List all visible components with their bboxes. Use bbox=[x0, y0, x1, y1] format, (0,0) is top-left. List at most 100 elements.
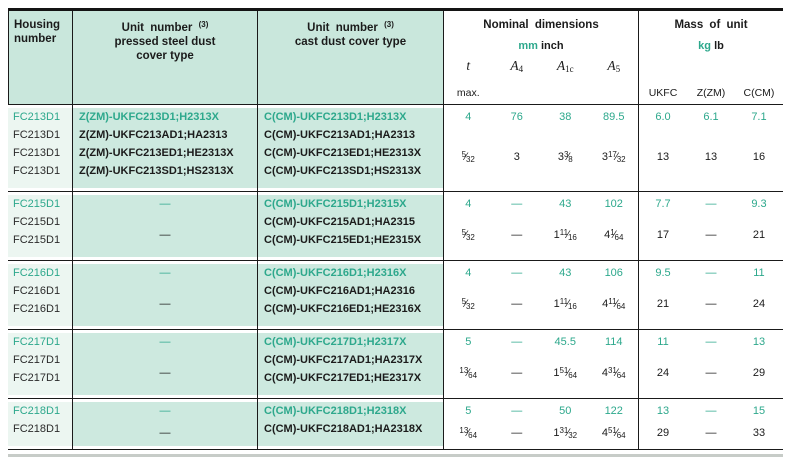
table-body: FC213D1 FC213D1 FC213D1 FC213D1 Z(ZM)-UKFC21… bbox=[8, 105, 783, 450]
pressed-dash: — bbox=[159, 427, 171, 439]
dims-inch-row: 13⁄64 — 131⁄32 451⁄64 bbox=[444, 420, 638, 446]
unit-inch-label: inch bbox=[541, 40, 564, 52]
dim-value-inch: 5⁄32 bbox=[461, 297, 475, 311]
unit-number-cast: C(CM)-UKFC217AD1;HA2317X bbox=[264, 354, 423, 366]
housing-number: FC213D1 bbox=[13, 111, 61, 123]
dims-cells: 4 — 43 106 5⁄32 — 111⁄16 411⁄64 bbox=[444, 264, 638, 326]
bearing-units-table: Housing number Unit number (3) pressed s… bbox=[8, 8, 783, 457]
pressed-dash: — bbox=[159, 298, 171, 310]
pressed-dash: — bbox=[159, 229, 171, 241]
table-group: FC213D1 FC213D1 FC213D1 FC213D1 Z(ZM)-UKFC21… bbox=[8, 105, 783, 192]
housing-number: FC215D1 bbox=[13, 234, 61, 246]
pressed-column: — — bbox=[72, 192, 257, 260]
unit-number-cast: C(CM)-UKFC215D1;H2315X bbox=[264, 198, 407, 210]
dims-mm-row: 5 — 45.5 114 bbox=[444, 333, 638, 351]
dim-value-mm: 114 bbox=[604, 336, 623, 348]
dims-column: 4 — 43 106 5⁄32 — 111⁄16 411⁄64 bbox=[443, 261, 638, 329]
dim-value-mm: 76 bbox=[510, 111, 523, 123]
symbol-a1c: A1c bbox=[556, 58, 574, 74]
housing-number: FC217D1 bbox=[13, 336, 61, 348]
unit-number-cast: C(CM)-UKFC213D1;H2313X bbox=[264, 111, 407, 123]
header-unit-cast: Unit number (3) cast dust cover type bbox=[257, 11, 443, 104]
table-group: FC215D1 FC215D1 FC215D1— — C(CM)-UKFC215D1;H… bbox=[8, 192, 783, 261]
dim-value-mm: 122 bbox=[604, 405, 623, 417]
mass-column: 13 — 15 29 — 33 bbox=[638, 399, 783, 449]
unit-kg-label: kg bbox=[698, 40, 711, 52]
footnote-marker: (3) bbox=[198, 20, 209, 29]
table-header: Housing number Unit number (3) pressed s… bbox=[8, 11, 783, 105]
mass-value-lb: 29 bbox=[656, 427, 670, 439]
housing-number: FC213D1 bbox=[13, 147, 61, 159]
header-mass-title: Mass of unit bbox=[674, 19, 748, 31]
cast-column: C(CM)-UKFC218D1;H2318X C(CM)-UKFC218AD1;H… bbox=[257, 399, 443, 449]
header-mass-columns: UKFC Z(ZM) C(CM) bbox=[639, 87, 783, 104]
unit-number-pressed: Z(ZM)-UKFC213D1;H2313X bbox=[79, 111, 219, 123]
dims-inch-row: 5⁄32 — 111⁄16 41⁄64 bbox=[444, 213, 638, 257]
housing-cells: FC215D1 FC215D1 FC215D1 bbox=[8, 195, 72, 257]
dims-inch-row: 5⁄32 3 33⁄8 317⁄32 bbox=[444, 126, 638, 188]
unit-number-cast: C(CM)-UKFC218D1;H2318X bbox=[264, 405, 407, 417]
pressed-cells: — — bbox=[73, 333, 257, 395]
housing-number: FC213D1 bbox=[13, 129, 61, 141]
dim-value-inch: 411⁄64 bbox=[602, 297, 626, 311]
header-dims-title: Nominal dimensions bbox=[483, 19, 599, 31]
mass-value-lb: — bbox=[705, 367, 717, 379]
symbol-t: t bbox=[466, 58, 471, 73]
dim-value-mm: — bbox=[511, 198, 523, 210]
unit-number-cast: C(CM)-UKFC216ED1;HE2316X bbox=[264, 303, 422, 315]
cast-cells: C(CM)-UKFC218D1;H2318X C(CM)-UKFC218AD1;H… bbox=[258, 402, 443, 446]
housing-cells: FC218D1 FC218D1 bbox=[8, 402, 72, 446]
mass-value-kg: 7.7 bbox=[655, 198, 671, 210]
dims-column: 4 76 38 89.5 5⁄32 3 33⁄8 317⁄32 bbox=[443, 105, 638, 191]
pressed-dash: — bbox=[159, 198, 171, 210]
header-unit-pressed-title: Unit number (3) bbox=[121, 20, 209, 34]
cast-column: C(CM)-UKFC215D1;H2315X C(CM)-UKFC215AD1;H… bbox=[257, 192, 443, 260]
dims-column: 4 — 43 102 5⁄32 — 111⁄16 41⁄64 bbox=[443, 192, 638, 260]
mass-value-kg: — bbox=[705, 198, 717, 210]
dim-value-inch: — bbox=[511, 427, 523, 439]
dim-value-inch: 5⁄32 bbox=[461, 150, 475, 164]
mass-col-zzm: Z(ZM) bbox=[696, 87, 726, 99]
cast-cells: C(CM)-UKFC213D1;H2313X C(CM)-UKFC213AD1;H… bbox=[258, 108, 443, 188]
dim-value-inch: — bbox=[511, 298, 523, 310]
dim-value-mm: 43 bbox=[559, 267, 572, 279]
mass-cells: 7.7 — 9.3 17 — 21 bbox=[639, 195, 783, 257]
unit-number-cast: C(CM)-UKFC213AD1;HA2313 bbox=[264, 129, 415, 141]
dims-column: 5 — 45.5 114 13⁄64 — 151⁄64 431⁄64 bbox=[443, 330, 638, 398]
header-unit-pressed-subtitle: pressed steel dust cover type bbox=[114, 36, 216, 62]
unit-number-cast: C(CM)-UKFC217ED1;HE2317X bbox=[264, 372, 422, 384]
mass-value-lb: 24 bbox=[656, 367, 670, 379]
pressed-column: Z(ZM)-UKFC213D1;H2313X Z(ZM)-UKFC213AD1;H… bbox=[72, 105, 257, 191]
mass-value-kg: — bbox=[705, 405, 717, 417]
unit-mm-label: mm bbox=[518, 40, 538, 52]
header-mass-of-unit: Mass of unit kg lb UKFC Z(ZM) C(CM) bbox=[638, 11, 783, 104]
pressed-cells: — — bbox=[73, 402, 257, 446]
table-group: FC216D1 FC216D1 FC216D1 — — C(CM)-UKFC216D1;H… bbox=[8, 261, 783, 330]
housing-cells: FC217D1 FC217D1 FC217D1 bbox=[8, 333, 72, 395]
unit-number-cast: C(CM)-UKFC215AD1;HA2315 bbox=[264, 216, 415, 228]
unit-number-cast: C(CM)-UKFC213ED1;HE2313X bbox=[264, 147, 422, 159]
pressed-dash: — bbox=[159, 336, 171, 348]
mass-value-kg: 13 bbox=[752, 336, 766, 348]
dim-value-mm: 43 bbox=[559, 198, 572, 210]
cast-cells: C(CM)-UKFC216D1;H2316X C(CM)-UKFC216AD1;H… bbox=[258, 264, 443, 326]
unit-number-cast: C(CM)-UKFC213SD1;HS2313X bbox=[264, 165, 422, 177]
pressed-dash: — bbox=[159, 267, 171, 279]
mass-cells: 11 — 13 24 — 29 bbox=[639, 333, 783, 395]
dim-value-mm: 106 bbox=[604, 267, 623, 279]
dim-value-inch: — bbox=[511, 229, 523, 241]
mass-value-kg: 6.0 bbox=[655, 111, 671, 123]
cast-cells: C(CM)-UKFC215D1;H2315X C(CM)-UKFC215AD1;H… bbox=[258, 195, 443, 257]
dim-value-inch: 3 bbox=[513, 151, 520, 163]
housing-column: FC218D1 FC218D1 bbox=[8, 399, 72, 449]
unit-number-cast: C(CM)-UKFC215ED1;HE2315X bbox=[264, 234, 422, 246]
mass-value-kg: 7.1 bbox=[751, 111, 767, 123]
header-unit-cast-title: Unit number (3) bbox=[307, 20, 394, 34]
housing-cells: FC216D1 FC216D1 FC216D1 bbox=[8, 264, 72, 326]
mass-value-lb: — bbox=[705, 427, 717, 439]
header-dims-units: mm inch bbox=[444, 40, 638, 52]
housing-column: FC216D1 FC216D1 FC216D1 bbox=[8, 261, 72, 329]
mass-kg-row: 9.5 — 11 bbox=[639, 264, 783, 282]
mass-kg-row: 13 — 15 bbox=[639, 402, 783, 420]
dim-value-mm: 45.5 bbox=[554, 336, 576, 348]
